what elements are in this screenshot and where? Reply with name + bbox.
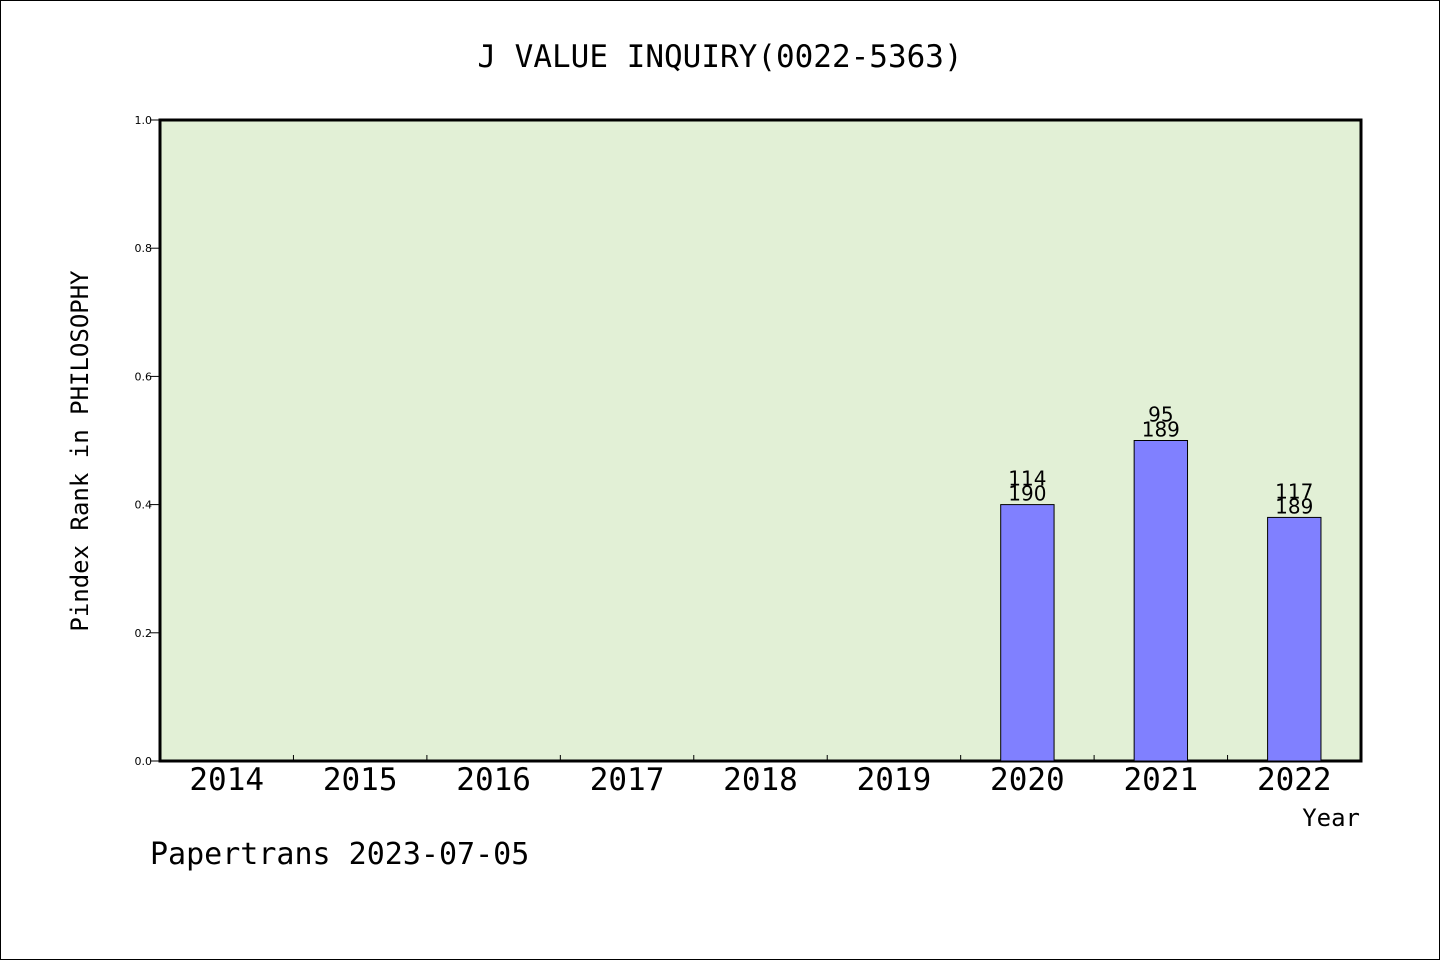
bar-total-label: 189 <box>1142 418 1180 442</box>
bar <box>1000 504 1055 762</box>
y-tick-label: 0.0 <box>135 755 153 768</box>
bar-rank-label: 117 <box>1275 479 1313 503</box>
x-tick-label: 2022 <box>1257 762 1332 798</box>
y-tick-label: 0.4 <box>135 499 153 512</box>
footer-credit: Papertrans 2023-07-05 <box>150 837 529 872</box>
bar <box>1133 440 1189 762</box>
x-axis: 2014 2015 2016 2017 2018 2019 2020 2021 2022 <box>189 755 1332 798</box>
x-tick-label: 2017 <box>590 762 665 798</box>
y-tick-label: 0.2 <box>135 627 153 640</box>
bar <box>1267 516 1322 762</box>
bar-rank-label: 95 <box>1148 403 1173 427</box>
x-tick-label: 2015 <box>323 762 398 798</box>
y-tick-label: 1.0 <box>135 114 153 127</box>
y-axis: 0.0 0.2 0.4 0.6 0.8 1.0 <box>135 114 160 768</box>
y-tick-label: 0.8 <box>135 242 153 255</box>
y-tick-label: 0.6 <box>135 370 153 383</box>
x-axis-label: Year <box>1302 804 1360 832</box>
bar-total-label: 190 <box>1008 482 1046 506</box>
y-axis-label: Pindex Rank in PHILOSOPHY <box>66 270 94 632</box>
x-tick-label: 2016 <box>456 762 531 798</box>
x-tick-label: 2018 <box>723 762 798 798</box>
bar-total-label: 189 <box>1275 494 1313 518</box>
chart-title: J VALUE INQUIRY(0022-5363) <box>477 39 962 75</box>
bar-rank-label: 114 <box>1008 467 1046 491</box>
x-tick-label: 2020 <box>990 762 1065 798</box>
x-tick-label: 2014 <box>189 762 264 798</box>
x-tick-label: 2019 <box>857 762 932 798</box>
x-tick-label: 2021 <box>1124 762 1199 798</box>
bar-series <box>1000 440 1322 762</box>
